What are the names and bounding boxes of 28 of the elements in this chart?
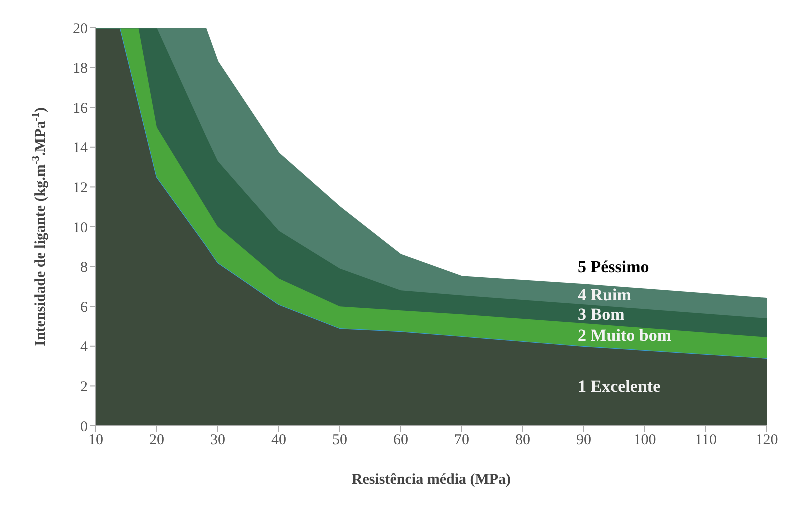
series-label: 4 Ruim	[578, 286, 632, 305]
x-tick-label: 70	[454, 432, 470, 449]
y-tick-label: 4	[80, 340, 88, 356]
y-tick-label: 16	[73, 100, 88, 117]
x-tick-label: 110	[695, 432, 717, 449]
y-tick-label: 12	[73, 180, 88, 197]
x-tick-label: 80	[516, 432, 530, 449]
series-label: 3 Bom	[578, 305, 625, 324]
x-tick-label: 40	[272, 432, 286, 449]
y-tick-label: 20	[73, 21, 88, 38]
series-label: 1 Excelente	[578, 377, 662, 396]
x-tick-label: 100	[634, 432, 656, 449]
y-tick-label: 10	[73, 220, 88, 236]
series-label: 2 Muito bom	[578, 326, 672, 345]
x-tick-label: 20	[150, 432, 164, 449]
x-axis-title: Resistência média (MPa)	[352, 472, 512, 488]
y-tick-label: 18	[73, 61, 88, 78]
x-tick-label: 60	[394, 432, 408, 449]
y-tick-label: 8	[80, 260, 88, 276]
y-tick-label: 2	[80, 380, 88, 396]
x-tick-label: 120	[756, 432, 778, 449]
annotation: 5 Péssimo	[578, 258, 650, 277]
x-tick-label: 90	[576, 432, 592, 449]
y-tick-label: 6	[80, 300, 88, 316]
y-tick-label: 0	[80, 419, 88, 436]
x-tick-label: 30	[210, 432, 226, 449]
x-tick-label: 50	[332, 432, 348, 449]
y-tick-label: 14	[73, 140, 88, 157]
